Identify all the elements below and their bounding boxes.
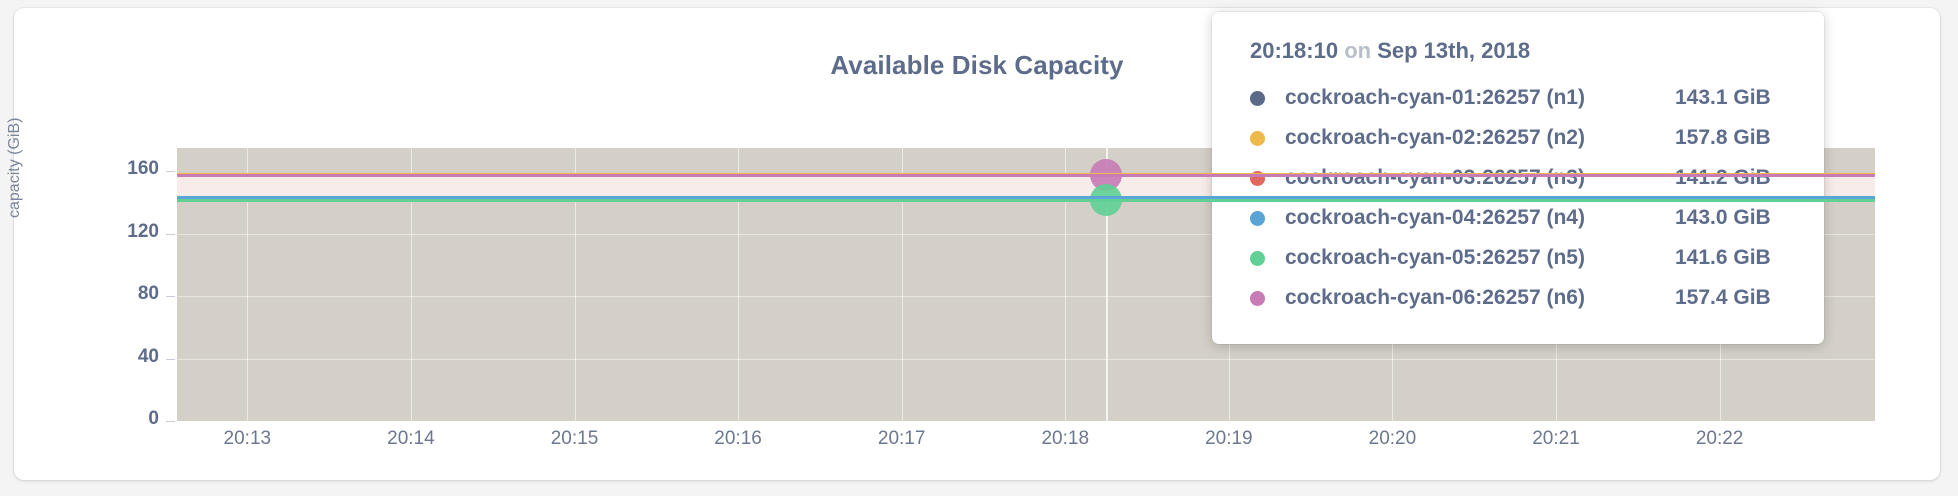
tooltip-series-value: 143.1 GiB [1675,86,1771,109]
chart-card: Available Disk Capacity capacity (GiB) 1… [6,8,1940,480]
tooltip-series-label: cockroach-cyan-06:26257 (n6) [1285,286,1585,309]
tooltip-series-label: cockroach-cyan-02:26257 (n2) [1285,126,1585,149]
y-axis-tick-mark [166,421,175,422]
x-axis-tick-label: 20:22 [1695,428,1744,449]
y-axis-tick-mark [166,171,175,173]
y-axis-tick-label: 40 [137,345,159,367]
tooltip-time: 20:18:10 [1250,38,1339,63]
tooltip-series-label: cockroach-cyan-01:26257 (n1) [1285,86,1585,109]
tooltip-row: cockroach-cyan-02:26257 (n2) 157.8 GiB [1250,118,1790,158]
hover-crosshair [1106,148,1109,421]
x-axis-tick-label: 20:19 [1205,428,1253,449]
y-axis-tick-mark [166,233,175,235]
legend-color-dot [1250,290,1265,306]
legend-color-dot [1250,210,1265,226]
tooltip-series-value: 141.6 GiB [1675,246,1771,269]
horizontal-gridline [177,296,1875,298]
horizontal-gridline [177,358,1875,360]
series-line [177,196,1875,200]
series-line [177,198,1875,202]
tooltip-series-label: cockroach-cyan-05:26257 (n5) [1285,246,1585,269]
vertical-gridline [738,148,740,421]
y-axis-title: capacity (GiB) [6,117,23,218]
tooltip-series-value: 141.2 GiB [1675,166,1771,189]
vertical-gridline [247,148,249,421]
tooltip-series-label: cockroach-cyan-04:26257 (n4) [1285,206,1585,229]
horizontal-gridline [177,233,1875,235]
y-axis-tick-label: 160 [127,158,159,180]
vertical-gridline [574,148,576,421]
tooltip-rows: cockroach-cyan-01:26257 (n1) 143.1 GiB coc… [1250,78,1790,318]
x-axis-tick-label: 20:13 [223,428,272,449]
tooltip-series-label: cockroach-cyan-03:26257 (n3) [1285,166,1585,189]
x-axis-tick-label: 20:18 [1041,428,1090,449]
legend-color-dot [1250,130,1265,146]
y-axis-tick-label: 80 [137,283,159,305]
x-axis-tick-label: 20:17 [877,428,926,449]
vertical-gridline [1065,148,1067,421]
tooltip-row: cockroach-cyan-04:26257 (n4) 143.0 GiB [1250,198,1790,238]
x-axis-tick-label: 20:16 [714,428,762,449]
legend-color-dot [1250,250,1265,266]
y-axis-tick-label: 0 [148,408,159,429]
tooltip-series-value: 143.0 GiB [1675,206,1771,229]
legend-color-dot [1250,90,1265,106]
y-axis-tick-mark [166,296,175,298]
y-axis-tick-mark [166,358,175,360]
x-axis-tick-label: 20:21 [1532,428,1580,449]
vertical-gridline [901,148,903,421]
hover-tooltip: 20:18:10 on Sep 13th, 2018 cockroach-cya… [1212,12,1824,344]
vertical-gridline [410,148,412,421]
x-axis-tick-label: 20:14 [387,428,435,449]
tooltip-row: cockroach-cyan-05:26257 (n5) 141.6 GiB [1250,238,1790,278]
x-axis-tick-label: 20:20 [1368,428,1417,449]
tooltip-row: cockroach-cyan-03:26257 (n3) 141.2 GiB [1250,158,1790,198]
page-title: Available Disk Capacity [830,50,1124,80]
y-axis-tick-label: 120 [127,220,159,242]
tooltip-date: Sep 13th, 2018 [1377,38,1531,63]
tooltip-timestamp: 20:18:10 on Sep 13th, 2018 [1250,38,1790,64]
x-axis-tick-label: 20:15 [550,428,599,449]
tooltip-series-value: 157.8 GiB [1675,126,1771,149]
tooltip-series-value: 157.4 GiB [1675,286,1771,309]
tooltip-row: cockroach-cyan-01:26257 (n1) 143.1 GiB [1250,78,1790,118]
series-line [177,173,1875,177]
tooltip-on-word: on [1344,38,1372,63]
tooltip-row: cockroach-cyan-06:26257 (n6) 157.4 GiB [1250,278,1790,318]
